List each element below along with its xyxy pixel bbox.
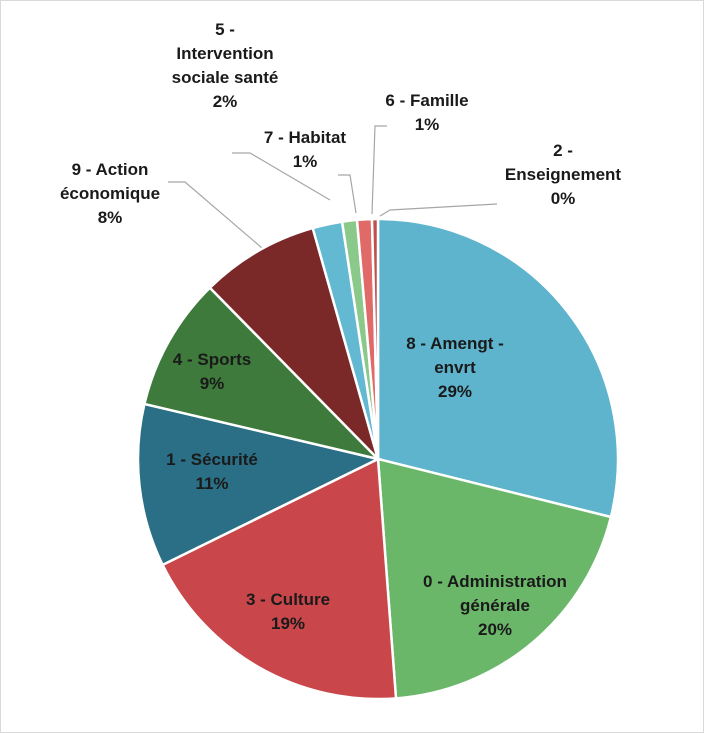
slice-name: 1 - Sécurité: [166, 450, 258, 469]
data-label: 0 - Administration générale 20%: [408, 570, 583, 642]
slice-name: 6 - Famille: [385, 91, 469, 110]
pie-slice: [370, 217, 380, 460]
pie-slice: [136, 402, 382, 567]
data-label: 5 - Intervention sociale santé 2%: [165, 18, 285, 114]
slice-percent: 1%: [292, 152, 318, 171]
slice-percent: 29%: [437, 382, 473, 401]
slice-name: 0 - Administration générale: [423, 572, 567, 615]
leader-line: [232, 152, 331, 201]
data-label: 7 - Habitat 1%: [250, 126, 360, 174]
data-label: 1 - Sécurité 11%: [142, 448, 282, 496]
pie-slice: [160, 457, 398, 701]
slice-name: 4 - Sports: [172, 350, 252, 369]
leader-line: [371, 125, 387, 215]
data-label: 3 - Culture 19%: [228, 588, 348, 636]
data-label: 9 - Action économique 8%: [50, 158, 170, 230]
slice-percent: 0%: [550, 189, 576, 208]
slice-percent: 19%: [270, 614, 306, 633]
leader-line: [379, 203, 498, 217]
slice-name: 7 - Habitat: [263, 128, 347, 147]
pie-slice: [208, 226, 380, 460]
slice-percent: 11%: [195, 474, 229, 493]
pie-slice: [376, 457, 613, 700]
data-label: 2 - Enseignement 0%: [493, 139, 633, 211]
pie-slice: [142, 285, 382, 462]
slice-name: 5 - Intervention sociale santé: [171, 20, 279, 87]
data-label: 4 - Sports 9%: [152, 348, 272, 396]
slice-name: 2 - Enseignement: [504, 141, 622, 184]
slice-name: 9 - Action économique: [59, 160, 161, 203]
data-label: 6 - Famille 1%: [372, 89, 482, 137]
slice-percent: 1%: [414, 115, 440, 134]
slice-percent: 9%: [199, 374, 225, 393]
slice-name: 3 - Culture: [245, 590, 331, 609]
leader-line: [338, 174, 357, 214]
slice-name: 8 - Amengt - envrt: [406, 334, 504, 377]
slice-percent: 2%: [212, 92, 238, 111]
leader-line: [168, 181, 263, 249]
slice-percent: 8%: [97, 208, 123, 227]
data-label: 8 - Amengt - envrt 29%: [385, 332, 525, 404]
pie-slice: [376, 217, 620, 519]
slice-percent: 20%: [477, 620, 513, 639]
